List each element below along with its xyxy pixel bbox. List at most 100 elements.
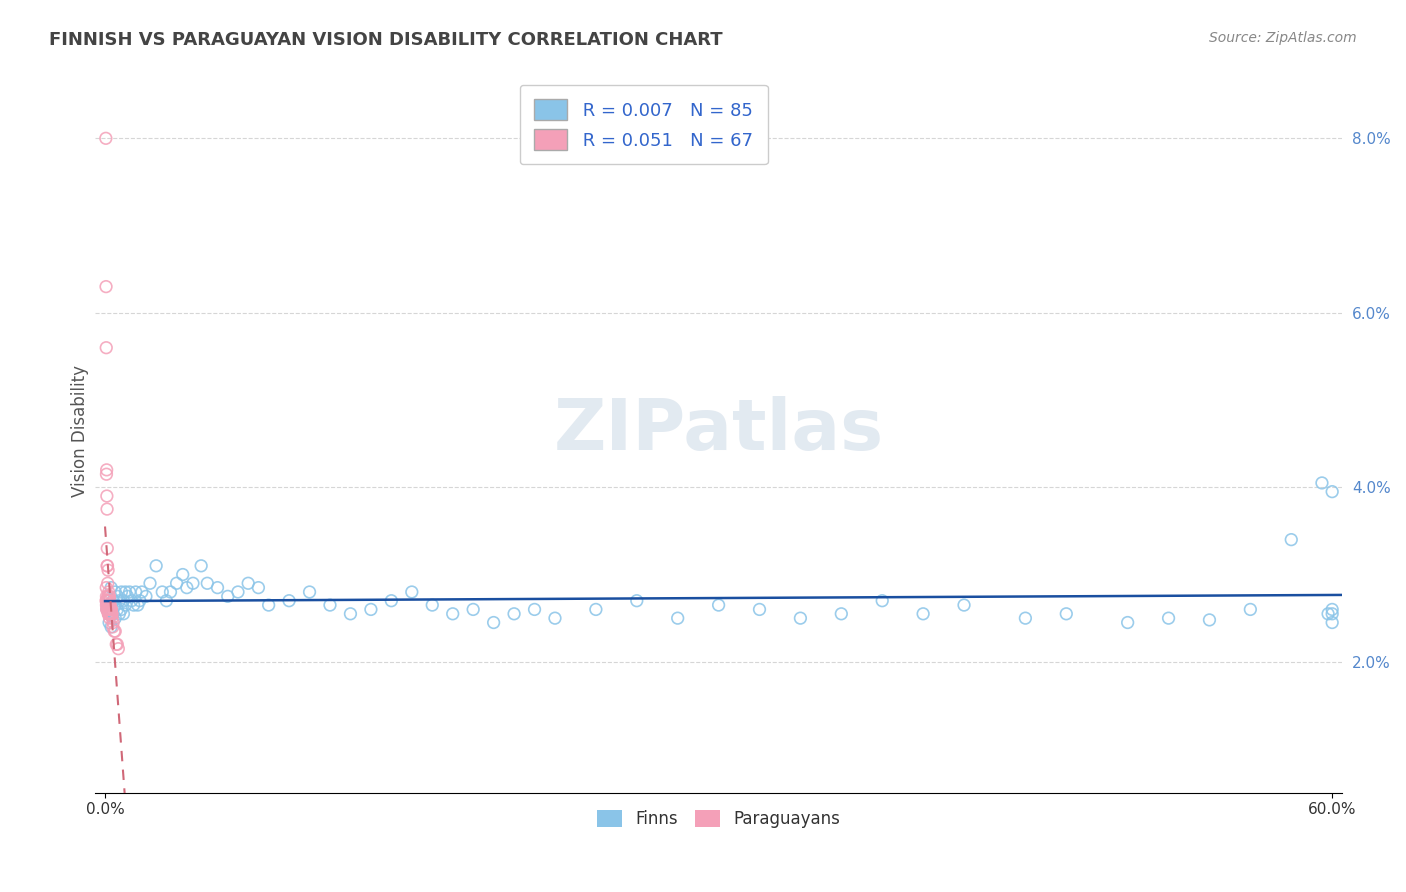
Point [97, 607, 120, 621]
Point [666, 611, 689, 625]
Point [100, 602, 122, 616]
Point [103, 615, 125, 630]
Point [100, 602, 122, 616]
Y-axis label: Vision Disability: Vision Disability [72, 365, 89, 497]
Point [441, 607, 464, 621]
Point [319, 598, 342, 612]
Point [97, 576, 120, 591]
Point [97, 593, 120, 607]
Point [96, 341, 118, 355]
Point [100, 607, 122, 621]
Point [544, 611, 567, 625]
Point [94, 593, 117, 607]
Point [96, 558, 118, 573]
Point [97, 598, 120, 612]
Point [98, 602, 121, 616]
Point [1157, 611, 1180, 625]
Point [503, 607, 526, 621]
Point [121, 593, 143, 607]
Point [97, 607, 120, 621]
Text: FINNISH VS PARAGUAYAN VISION DISABILITY CORRELATION CHART: FINNISH VS PARAGUAYAN VISION DISABILITY … [49, 31, 723, 49]
Point [98, 598, 121, 612]
Point [98, 590, 121, 604]
Point [98, 607, 121, 621]
Point [108, 607, 131, 621]
Point [1320, 484, 1343, 499]
Point [176, 581, 198, 595]
Point [96, 602, 118, 616]
Point [105, 637, 128, 651]
Point [98, 611, 121, 625]
Point [101, 607, 124, 621]
Point [125, 585, 148, 599]
Point [195, 576, 218, 591]
Point [912, 607, 935, 621]
Point [1198, 613, 1220, 627]
Point [257, 598, 280, 612]
Point [100, 620, 122, 634]
Point [98, 607, 121, 621]
Point [96, 581, 118, 595]
Point [1310, 475, 1333, 490]
Point [97, 590, 120, 604]
Point [789, 611, 811, 625]
Point [135, 590, 157, 604]
Point [96, 502, 118, 516]
Point [626, 593, 648, 607]
Point [103, 607, 125, 621]
Point [181, 576, 204, 591]
Point [420, 598, 443, 612]
Point [1116, 615, 1139, 630]
Point [97, 563, 120, 577]
Point [128, 593, 150, 607]
Point [1320, 607, 1343, 621]
Point [98, 593, 121, 607]
Point [96, 598, 118, 612]
Point [380, 593, 402, 607]
Point [1054, 607, 1077, 621]
Point [105, 602, 128, 616]
Point [217, 590, 239, 604]
Point [110, 585, 132, 599]
Text: ZIPatlas: ZIPatlas [554, 396, 883, 465]
Text: Source: ZipAtlas.com: Source: ZipAtlas.com [1209, 31, 1357, 45]
Point [96, 593, 118, 607]
Point [100, 607, 122, 621]
Point [339, 607, 361, 621]
Point [97, 590, 120, 604]
Point [96, 602, 118, 616]
Point [127, 598, 149, 612]
Point [98, 602, 121, 616]
Point [94, 131, 117, 145]
Point [104, 624, 127, 639]
Point [707, 598, 730, 612]
Point [97, 607, 120, 621]
Point [101, 611, 124, 625]
Point [118, 585, 141, 599]
Point [98, 607, 121, 621]
Point [114, 598, 136, 612]
Point [97, 590, 120, 604]
Point [1014, 611, 1036, 625]
Point [360, 602, 382, 616]
Point [96, 590, 118, 604]
Point [100, 602, 122, 616]
Point [104, 611, 127, 625]
Point [112, 607, 135, 621]
Point [98, 602, 121, 616]
Point [155, 593, 177, 607]
Point [94, 279, 117, 293]
Point [131, 585, 153, 599]
Point [172, 567, 194, 582]
Point [98, 593, 121, 607]
Point [98, 615, 121, 630]
Point [105, 637, 128, 651]
Point [585, 602, 607, 616]
Point [98, 607, 121, 621]
Point [100, 581, 122, 595]
Point [159, 585, 181, 599]
Point [103, 624, 125, 639]
Point [247, 581, 270, 595]
Point [112, 593, 135, 607]
Point [523, 602, 546, 616]
